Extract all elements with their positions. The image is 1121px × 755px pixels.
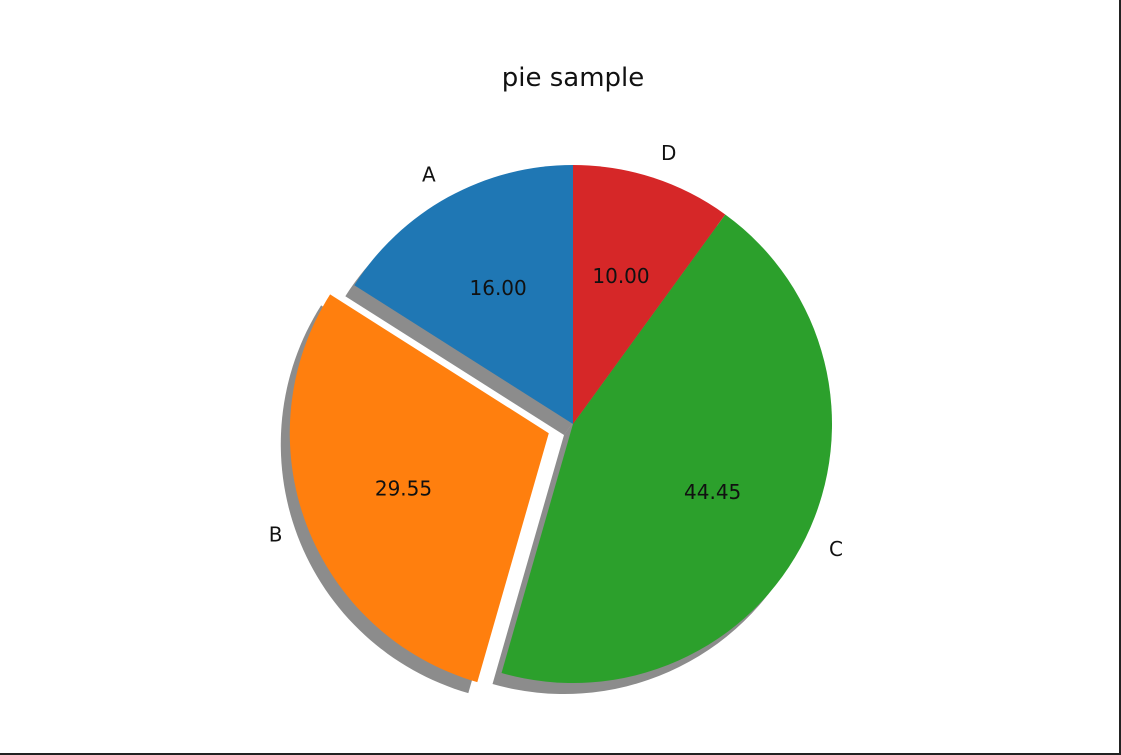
value-label-c: 44.45	[684, 480, 741, 504]
label-layer: A 16.00 B 29.55 C 44.45 D 10.00	[269, 141, 843, 561]
pie-slice-b	[289, 294, 549, 683]
slice-label-b: B	[269, 522, 283, 546]
slice-label-a: A	[422, 162, 436, 186]
value-label-b: 29.55	[375, 476, 432, 500]
slice-label-d: D	[661, 141, 676, 165]
value-label-d: 10.00	[592, 264, 649, 288]
pie-slice-c	[501, 214, 832, 683]
pie-slice-d	[573, 165, 726, 424]
chart-title: pie sample	[502, 63, 645, 93]
slice-layer	[289, 165, 832, 683]
value-label-a: 16.00	[470, 276, 527, 300]
pie-slice-a	[354, 165, 573, 424]
slice-label-c: C	[829, 537, 843, 561]
